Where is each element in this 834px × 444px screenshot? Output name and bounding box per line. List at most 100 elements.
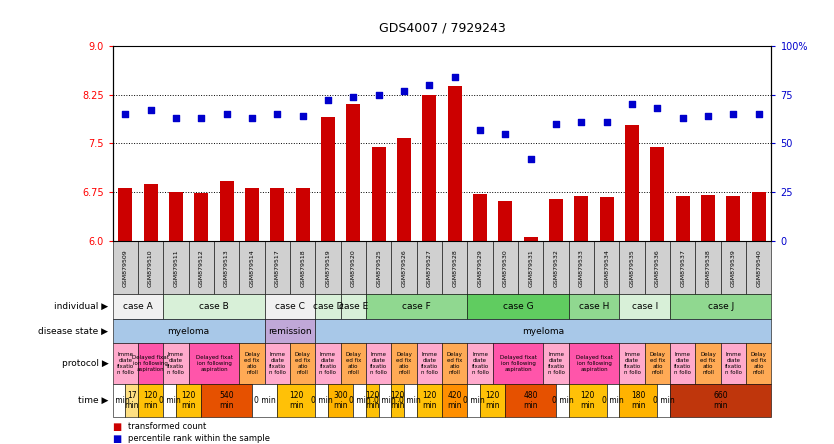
FancyBboxPatch shape [138, 384, 163, 417]
FancyBboxPatch shape [113, 241, 138, 294]
Text: GSM879535: GSM879535 [630, 249, 635, 287]
FancyBboxPatch shape [366, 294, 467, 319]
Text: GSM879534: GSM879534 [605, 249, 609, 287]
FancyBboxPatch shape [340, 343, 366, 384]
Text: myeloma: myeloma [168, 326, 209, 336]
Bar [575, 195, 588, 241]
FancyBboxPatch shape [264, 294, 315, 319]
Text: GSM879510: GSM879510 [148, 249, 153, 286]
Point [550, 120, 563, 127]
FancyBboxPatch shape [518, 241, 544, 294]
Text: case A: case A [123, 302, 153, 311]
Point [169, 115, 183, 122]
Text: Imme
diate
fixatio
n follo: Imme diate fixatio n follo [117, 353, 134, 375]
Bar [499, 201, 512, 241]
Text: 120
min: 120 min [422, 391, 437, 410]
Text: Imme
diate
fixatio
n follo: Imme diate fixatio n follo [370, 353, 387, 375]
Text: Delayed fixat
ion following
aspiration: Delayed fixat ion following aspiration [575, 355, 612, 372]
Text: Delayed fixat
ion following
aspiration: Delayed fixat ion following aspiration [132, 355, 169, 372]
Point [347, 93, 360, 100]
Bar [296, 188, 309, 241]
Point [372, 91, 385, 98]
Text: GSM879514: GSM879514 [249, 249, 254, 287]
FancyBboxPatch shape [544, 343, 569, 384]
Text: transformed count: transformed count [128, 422, 206, 431]
Text: Delay
ed fix
atio
nfoll: Delay ed fix atio nfoll [650, 353, 666, 375]
Text: Delay
ed fix
atio
nfoll: Delay ed fix atio nfoll [396, 353, 412, 375]
FancyBboxPatch shape [391, 241, 417, 294]
FancyBboxPatch shape [163, 343, 188, 384]
Text: 120
min: 120 min [143, 391, 158, 410]
Text: ■: ■ [113, 434, 122, 444]
Text: 120
min: 120 min [390, 391, 405, 410]
Text: individual ▶: individual ▶ [54, 302, 108, 311]
FancyBboxPatch shape [391, 384, 404, 417]
Bar [169, 192, 183, 241]
FancyBboxPatch shape [138, 241, 163, 294]
Bar [676, 195, 690, 241]
FancyBboxPatch shape [442, 241, 467, 294]
Text: GSM879530: GSM879530 [503, 249, 508, 287]
Text: 300
min: 300 min [334, 391, 348, 410]
FancyBboxPatch shape [442, 343, 467, 384]
FancyBboxPatch shape [696, 343, 721, 384]
FancyBboxPatch shape [214, 241, 239, 294]
Text: 420
min: 420 min [447, 391, 462, 410]
Text: Imme
diate
fixatio
n follo: Imme diate fixatio n follo [269, 353, 286, 375]
Bar [118, 188, 133, 241]
Text: time ▶: time ▶ [78, 396, 108, 405]
FancyBboxPatch shape [657, 384, 670, 417]
FancyBboxPatch shape [620, 384, 657, 417]
Text: GSM879526: GSM879526 [401, 249, 406, 287]
FancyBboxPatch shape [467, 343, 493, 384]
Text: Delay
ed fix
atio
nfoll: Delay ed fix atio nfoll [701, 353, 716, 375]
Text: GSM879531: GSM879531 [528, 249, 533, 287]
Bar [270, 188, 284, 241]
Text: 17
min: 17 min [124, 391, 138, 410]
FancyBboxPatch shape [113, 319, 264, 343]
FancyBboxPatch shape [264, 241, 290, 294]
FancyBboxPatch shape [138, 343, 163, 384]
FancyBboxPatch shape [340, 294, 366, 319]
FancyBboxPatch shape [315, 294, 340, 319]
Text: ■: ■ [113, 422, 122, 432]
Text: Imme
diate
fixatio
n follo: Imme diate fixatio n follo [471, 353, 489, 375]
FancyBboxPatch shape [391, 343, 417, 384]
FancyBboxPatch shape [721, 343, 746, 384]
Point [220, 111, 234, 118]
Point [752, 111, 766, 118]
Point [270, 111, 284, 118]
Text: 0 min: 0 min [399, 396, 421, 405]
Point [499, 130, 512, 137]
Bar [372, 147, 385, 241]
Text: 0 min: 0 min [551, 396, 573, 405]
Text: GSM879529: GSM879529 [478, 249, 483, 287]
FancyBboxPatch shape [417, 384, 442, 417]
Text: GSM879538: GSM879538 [706, 249, 711, 287]
FancyBboxPatch shape [645, 343, 670, 384]
Text: Imme
diate
fixatio
n follo: Imme diate fixatio n follo [624, 353, 641, 375]
Text: Imme
diate
fixatio
n follo: Imme diate fixatio n follo [674, 353, 691, 375]
Text: case F: case F [402, 302, 431, 311]
Text: 120
min: 120 min [485, 391, 500, 410]
Point [245, 115, 259, 122]
Text: GSM879540: GSM879540 [756, 249, 761, 287]
FancyBboxPatch shape [315, 384, 328, 417]
Point [296, 112, 309, 119]
FancyBboxPatch shape [113, 384, 125, 417]
Bar [448, 86, 462, 241]
Text: 0 min: 0 min [653, 396, 675, 405]
FancyBboxPatch shape [467, 294, 569, 319]
Text: GSM879536: GSM879536 [655, 249, 660, 287]
Bar [701, 195, 715, 241]
Text: Imme
diate
fixatio
n follo: Imme diate fixatio n follo [547, 353, 565, 375]
Text: GSM879520: GSM879520 [351, 249, 356, 287]
FancyBboxPatch shape [569, 294, 620, 319]
Text: case E: case E [339, 302, 368, 311]
Text: 120
min: 120 min [289, 391, 304, 410]
Text: 120
min: 120 min [365, 391, 379, 410]
FancyBboxPatch shape [493, 343, 544, 384]
Text: GSM879539: GSM879539 [731, 249, 736, 287]
FancyBboxPatch shape [505, 384, 556, 417]
FancyBboxPatch shape [201, 384, 252, 417]
